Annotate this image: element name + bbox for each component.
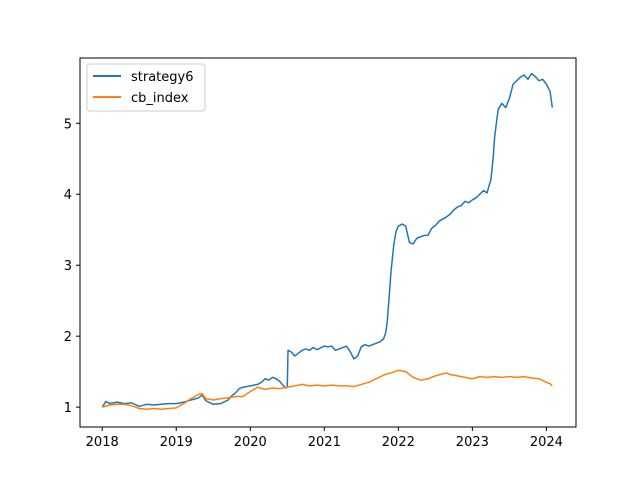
series-line-cb-index (102, 369, 553, 411)
x-tick-label: 2020 (234, 435, 267, 450)
x-tick-label: 2023 (456, 435, 489, 450)
x-axis: 2018 2019 2020 2021 2022 2023 2024 (86, 427, 563, 450)
y-tick-label: 1 (64, 401, 72, 416)
legend-label-cb-index: cb_index (131, 91, 189, 106)
plot-area (101, 72, 554, 411)
x-tick-label: 2022 (382, 435, 415, 450)
x-tick-label: 2019 (160, 435, 193, 450)
y-tick-label: 2 (64, 330, 72, 345)
series-line-strategy6 (101, 72, 554, 408)
x-tick-label: 2024 (530, 435, 563, 450)
legend-label-strategy6: strategy6 (131, 70, 194, 85)
x-tick-label: 2021 (308, 435, 341, 450)
y-axis: 1 2 3 4 5 (64, 117, 80, 416)
y-tick-label: 5 (64, 117, 72, 132)
axes-frame (79, 57, 577, 428)
y-tick-label: 3 (64, 259, 72, 274)
y-tick-label: 4 (64, 188, 72, 203)
x-tick-label: 2018 (86, 435, 119, 450)
legend: strategy6 cb_index (86, 63, 206, 112)
